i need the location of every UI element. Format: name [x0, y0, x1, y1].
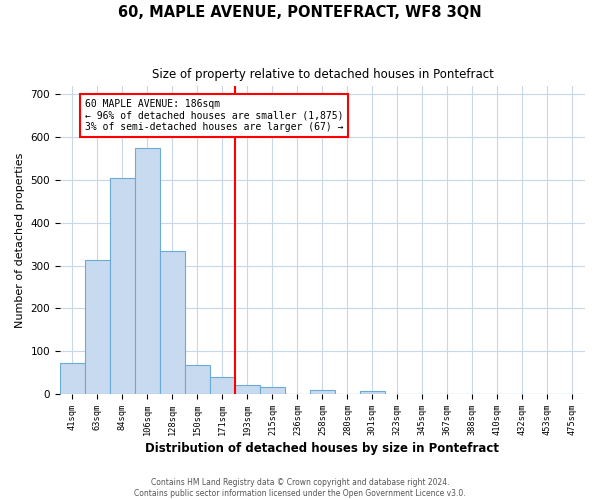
Text: 60 MAPLE AVENUE: 186sqm
← 96% of detached houses are smaller (1,875)
3% of semi-: 60 MAPLE AVENUE: 186sqm ← 96% of detache…	[85, 98, 343, 132]
Bar	[60, 363, 85, 394]
Bar	[310, 390, 335, 394]
Bar	[135, 148, 160, 394]
X-axis label: Distribution of detached houses by size in Pontefract: Distribution of detached houses by size …	[145, 442, 499, 455]
Bar	[160, 252, 185, 394]
Bar	[85, 260, 110, 394]
Bar	[110, 178, 135, 394]
Bar	[260, 388, 285, 394]
Bar	[235, 386, 260, 394]
Bar	[185, 364, 210, 394]
Text: 60, MAPLE AVENUE, PONTEFRACT, WF8 3QN: 60, MAPLE AVENUE, PONTEFRACT, WF8 3QN	[118, 5, 482, 20]
Y-axis label: Number of detached properties: Number of detached properties	[15, 152, 25, 328]
Title: Size of property relative to detached houses in Pontefract: Size of property relative to detached ho…	[152, 68, 493, 80]
Bar	[210, 376, 235, 394]
Bar	[360, 392, 385, 394]
Text: Contains HM Land Registry data © Crown copyright and database right 2024.
Contai: Contains HM Land Registry data © Crown c…	[134, 478, 466, 498]
